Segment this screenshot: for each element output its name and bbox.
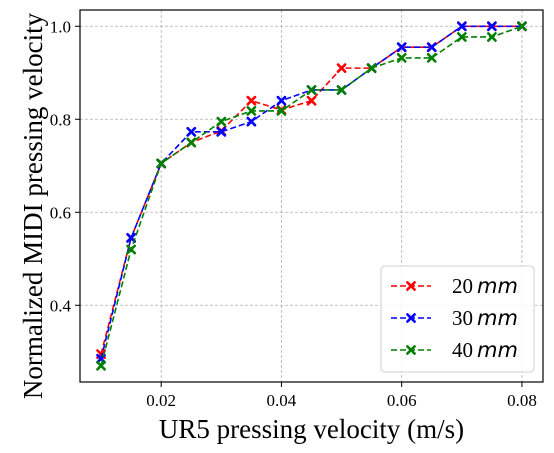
data-point: [246, 116, 257, 127]
data-point: [306, 95, 317, 106]
data-point: [186, 137, 197, 148]
data-point: [486, 21, 497, 32]
data-point: [156, 158, 167, 169]
data-point: [216, 126, 227, 137]
legend-item: 30 mm: [391, 306, 518, 330]
plot-frame: [79, 9, 544, 383]
data-point: [246, 106, 257, 116]
grid-lines: [80, 10, 543, 382]
data-point: [486, 32, 497, 42]
legend-label: 30 mm: [452, 306, 518, 330]
legend-series-name: 30: [452, 306, 473, 330]
legend-marker: [406, 281, 416, 291]
data-point: [426, 42, 437, 53]
data-point: [396, 42, 407, 53]
data-point: [336, 85, 347, 95]
legend-unit: mm: [477, 306, 518, 330]
data-point: [366, 63, 377, 74]
data-point: [396, 52, 407, 63]
data-point: [246, 95, 257, 106]
y-tick-label: 0.6: [50, 203, 71, 222]
series-layer: [96, 21, 527, 371]
data-point: [456, 21, 467, 32]
ticks: 0.02 0.04 0.06 0.08 0.4 0.6 0.8 1.0: [50, 17, 537, 410]
data-point: [216, 116, 227, 127]
data-point: [517, 21, 527, 32]
data-point: [456, 32, 467, 42]
data-point: [186, 126, 197, 137]
y-tick-label: 1.0: [50, 17, 71, 36]
legend-box: [380, 265, 535, 373]
legend-unit: mm: [477, 274, 518, 298]
legend-marker: [406, 313, 416, 323]
x-tick-label: 0.04: [267, 391, 297, 410]
y-tick-label: 0.8: [50, 110, 71, 129]
y-tick-label: 0.4: [50, 296, 72, 315]
data-point: [276, 95, 287, 106]
y-axis-label: Normalized MIDI pressing velocity: [18, 12, 48, 399]
data-point: [96, 360, 106, 371]
legend-item: 20 mm: [391, 274, 518, 298]
x-tick-label: 0.02: [146, 391, 176, 410]
legend-unit: mm: [477, 338, 518, 362]
legend-item: 40 mm: [391, 338, 518, 362]
data-point: [306, 85, 317, 95]
series-40-mm: [96, 21, 527, 371]
legend-marker: [406, 345, 416, 355]
data-point: [126, 244, 137, 255]
data-point: [426, 52, 437, 63]
data-point: [276, 106, 287, 116]
x-tick-label: 0.06: [387, 391, 417, 410]
x-axis-label: UR5 pressing velocity (m/s): [159, 414, 464, 444]
legend-series-name: 20: [452, 274, 473, 298]
data-point: [336, 63, 347, 74]
legend-series-name: 40: [452, 338, 473, 362]
legend-label: 40 mm: [452, 338, 518, 362]
x-tick-label: 0.08: [507, 391, 537, 410]
legend-label: 20 mm: [452, 274, 518, 298]
